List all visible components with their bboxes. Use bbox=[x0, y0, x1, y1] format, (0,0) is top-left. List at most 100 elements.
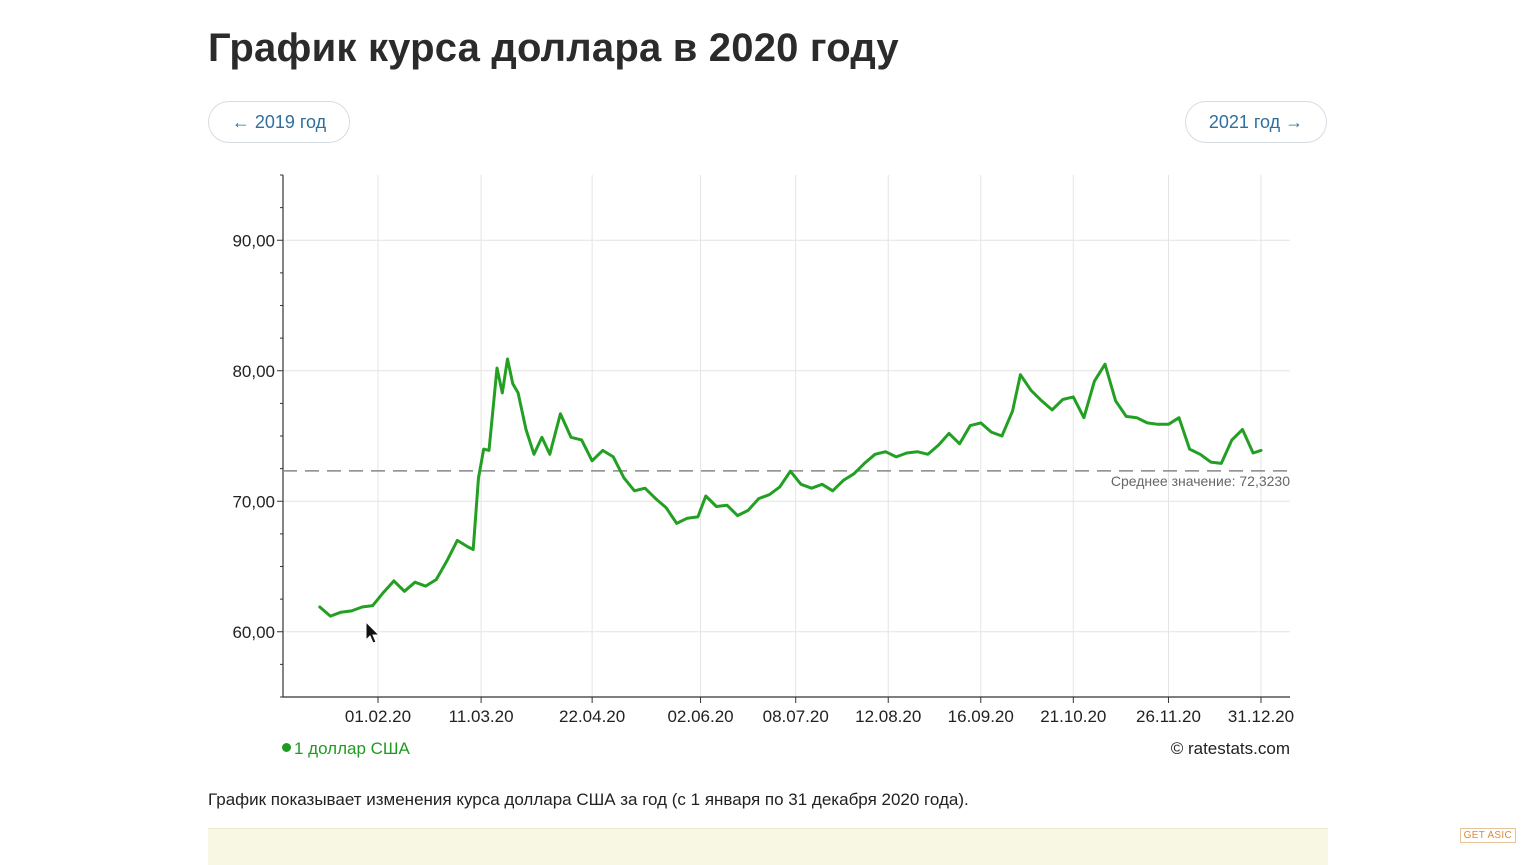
data-point bbox=[633, 489, 636, 492]
data-point bbox=[969, 424, 972, 427]
data-point bbox=[329, 614, 332, 618]
data-point bbox=[472, 548, 475, 551]
data-point bbox=[360, 605, 364, 609]
x-tick-label: 26.11.20 bbox=[1136, 707, 1201, 726]
x-tick-label: 02.06.20 bbox=[667, 707, 733, 726]
data-point bbox=[1019, 373, 1022, 376]
data-point bbox=[516, 391, 520, 395]
data-point bbox=[1146, 421, 1149, 425]
data-point bbox=[643, 487, 647, 490]
data-point bbox=[540, 436, 544, 439]
series-line-usd bbox=[318, 357, 1263, 618]
data-point bbox=[810, 487, 813, 490]
data-point bbox=[456, 539, 459, 542]
chart-description: График показывает изменения курса доллар… bbox=[208, 790, 969, 809]
data-point bbox=[495, 366, 499, 370]
data-point bbox=[937, 443, 940, 447]
data-point bbox=[1156, 423, 1160, 426]
data-point bbox=[905, 451, 908, 455]
grid bbox=[283, 175, 1290, 697]
y-tick-label: 70,00 bbox=[232, 492, 275, 511]
data-point bbox=[665, 506, 668, 509]
data-point bbox=[424, 584, 427, 588]
data-point bbox=[601, 449, 604, 452]
data-point bbox=[524, 428, 528, 431]
data-point bbox=[979, 421, 982, 425]
data-point bbox=[654, 497, 657, 500]
page-title: График курса доллара в 2020 году bbox=[208, 26, 899, 70]
data-point bbox=[916, 450, 919, 453]
data-point bbox=[1199, 453, 1202, 456]
table-header-strip bbox=[208, 828, 1328, 865]
data-point bbox=[789, 470, 792, 473]
data-point bbox=[1251, 451, 1255, 455]
x-tick-label: 16.09.20 bbox=[948, 707, 1014, 726]
data-point bbox=[1061, 398, 1064, 401]
watermark-logo: GET ASIC bbox=[1459, 828, 1516, 843]
data-point bbox=[1167, 423, 1170, 426]
exchange-rate-chart: Среднее значение: 72,3230 60,00 70,00 80,0… bbox=[232, 174, 1294, 726]
data-point bbox=[318, 605, 321, 609]
series-group bbox=[318, 357, 1263, 644]
data-point bbox=[831, 489, 834, 492]
data-point bbox=[569, 436, 573, 439]
source-credit: © ratestats.com bbox=[1170, 739, 1290, 758]
data-point bbox=[863, 462, 866, 465]
data-point bbox=[392, 579, 396, 583]
data-point bbox=[511, 382, 514, 385]
data-point bbox=[1050, 408, 1054, 412]
data-point bbox=[548, 453, 551, 456]
x-tick-label: 11.03.20 bbox=[449, 707, 514, 726]
data-point bbox=[371, 604, 374, 607]
data-point bbox=[506, 357, 509, 361]
data-point bbox=[1230, 438, 1234, 442]
data-point bbox=[1209, 460, 1212, 464]
legend-label: 1 доллар США bbox=[294, 739, 410, 758]
data-point bbox=[590, 459, 594, 462]
data-point bbox=[1188, 447, 1191, 451]
data-point bbox=[1114, 399, 1117, 402]
y-tick-label: 90,00 bbox=[232, 231, 275, 250]
data-point bbox=[696, 515, 700, 519]
prev-year-button[interactable]: ← 2019 год bbox=[208, 101, 350, 143]
data-point bbox=[778, 485, 781, 489]
data-point bbox=[580, 438, 583, 442]
data-point bbox=[339, 611, 343, 614]
data-point bbox=[675, 522, 678, 525]
data-point bbox=[958, 442, 961, 445]
chart-legend[interactable]: 1 доллар США bbox=[282, 739, 410, 759]
data-point bbox=[445, 560, 448, 563]
x-tick-label: 12.08.20 bbox=[855, 707, 921, 726]
data-point bbox=[757, 497, 760, 500]
x-tick-label: 31.12.20 bbox=[1228, 707, 1294, 726]
x-tick-label: 22.04.20 bbox=[559, 707, 625, 726]
data-point bbox=[1011, 410, 1014, 413]
data-point bbox=[1082, 416, 1086, 419]
data-point bbox=[435, 578, 438, 581]
data-point bbox=[1259, 449, 1263, 452]
next-year-button[interactable]: 2021 год → bbox=[1185, 101, 1327, 143]
data-point bbox=[852, 472, 856, 475]
legend-dot-icon bbox=[282, 743, 291, 752]
data-point bbox=[532, 453, 536, 456]
data-point bbox=[501, 391, 504, 395]
data-point bbox=[884, 450, 887, 453]
data-point bbox=[1040, 399, 1043, 402]
data-point bbox=[482, 447, 485, 451]
data-point bbox=[799, 483, 803, 486]
data-point bbox=[715, 505, 718, 508]
data-point bbox=[382, 591, 385, 594]
data-point bbox=[736, 514, 739, 517]
data-point bbox=[477, 476, 480, 479]
data-point bbox=[350, 609, 353, 613]
data-point bbox=[403, 590, 406, 593]
data-point bbox=[612, 455, 615, 459]
y-tick-label: 80,00 bbox=[232, 362, 275, 381]
data-point bbox=[873, 453, 877, 456]
x-tick-label: 01.02.20 bbox=[345, 707, 411, 726]
data-point bbox=[487, 449, 491, 452]
data-point bbox=[746, 509, 750, 512]
tick-labels: 60,00 70,00 80,00 90,00 01.02.20 11.03.20 22.0… bbox=[232, 231, 1294, 726]
data-point bbox=[559, 412, 562, 415]
average-line-group: Среднее значение: 72,3230 bbox=[283, 470, 1290, 489]
